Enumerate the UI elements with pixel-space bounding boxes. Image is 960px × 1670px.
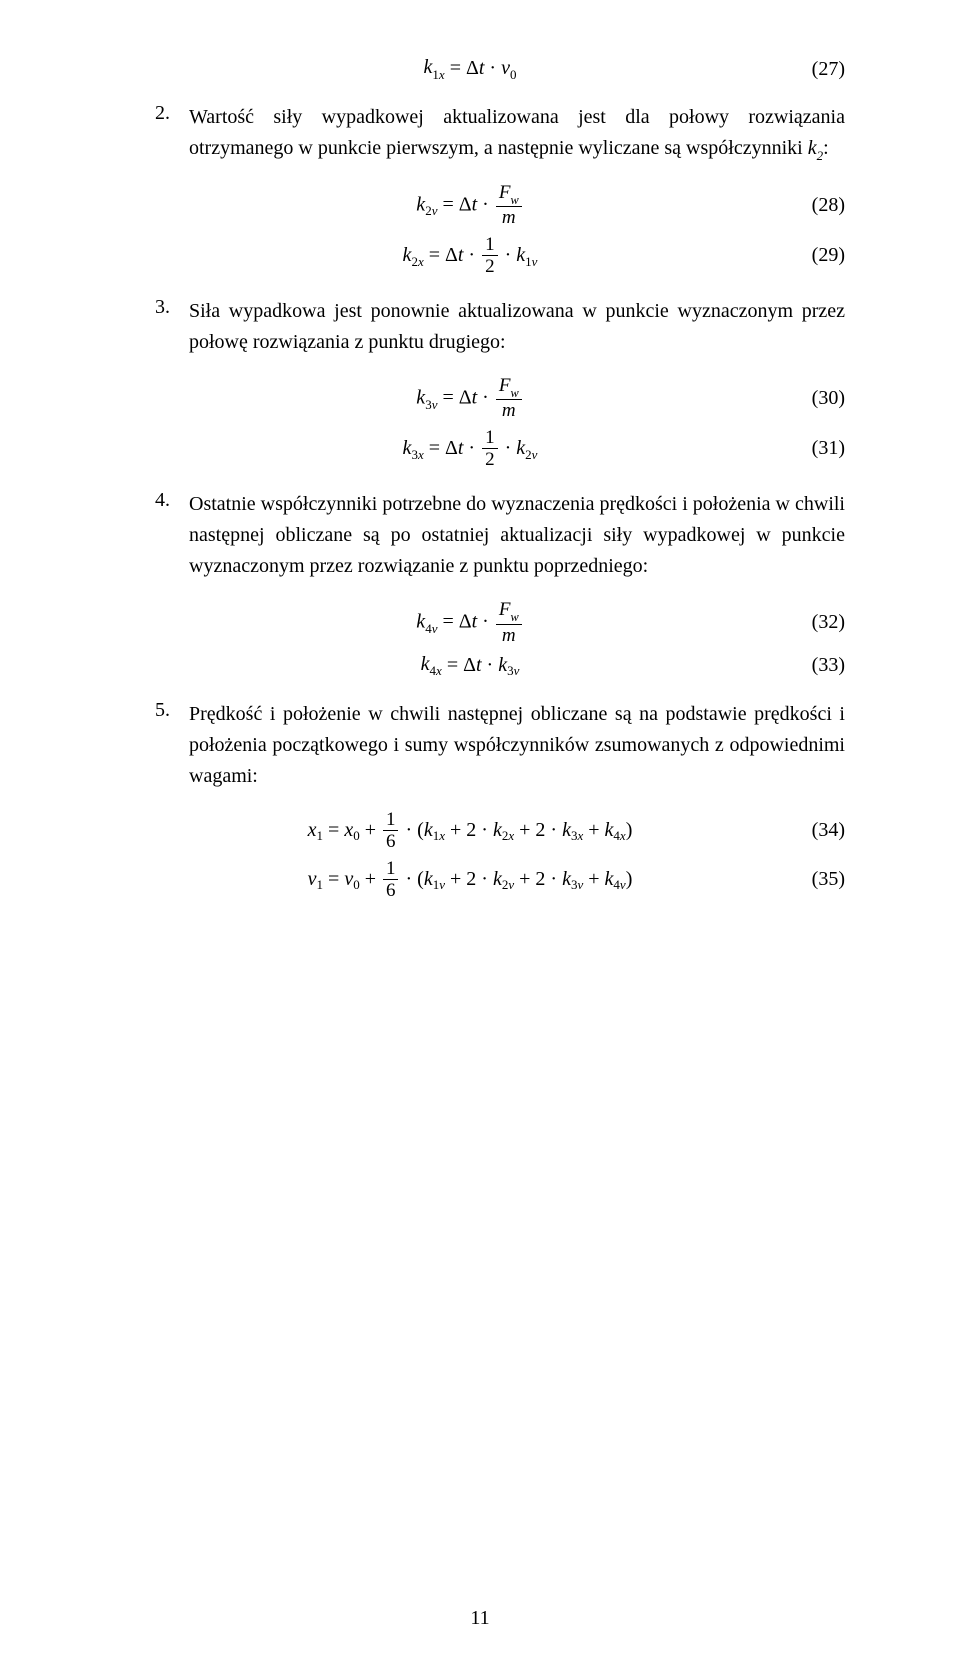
equation-28-number: (28) xyxy=(785,194,845,217)
equation-31-number: (31) xyxy=(785,437,845,460)
step-2-text-a: Wartość siły wypadkowej aktualizowana je… xyxy=(189,106,845,159)
equation-31-body: k3x = Δt · 12 · k2v xyxy=(155,428,785,469)
equation-28: k2v = Δt · Fw m (28) xyxy=(155,183,845,227)
step-4-number: 4. xyxy=(155,489,189,582)
step-3: 3. Siła wypadkowa jest ponownie aktualiz… xyxy=(155,296,845,358)
equation-35: v1 = v0 + 16 · (k1v + 2 · k2v + 2 · k3v … xyxy=(155,859,845,900)
equation-33-number: (33) xyxy=(785,654,845,677)
equation-30-body: k3v = Δt · Fw m xyxy=(155,376,785,420)
step-3-number: 3. xyxy=(155,296,189,358)
equation-27-body: k1x = Δt · v0 xyxy=(155,56,785,82)
equation-35-body: v1 = v0 + 16 · (k1v + 2 · k2v + 2 · k3v … xyxy=(155,859,785,900)
equation-34: x1 = x0 + 16 · (k1x + 2 · k2x + 2 · k3x … xyxy=(155,810,845,851)
equation-32: k4v = Δt · Fw m (32) xyxy=(155,600,845,644)
equation-27-number: (27) xyxy=(785,58,845,81)
equation-34-body: x1 = x0 + 16 · (k1x + 2 · k2x + 2 · k3x … xyxy=(155,810,785,851)
step-2-colon: : xyxy=(823,137,829,159)
equation-27: k1x = Δt · v0 (27) xyxy=(155,56,845,82)
step-2: 2. Wartość siły wypadkowej aktualizowana… xyxy=(155,102,845,165)
step-2-k-sub: 2 xyxy=(817,148,824,163)
equation-32-body: k4v = Δt · Fw m xyxy=(155,600,785,644)
step-5: 5. Prędkość i położenie w chwili następn… xyxy=(155,699,845,792)
equation-30-number: (30) xyxy=(785,387,845,410)
equation-32-number: (32) xyxy=(785,611,845,634)
step-3-text: Siła wypadkowa jest ponownie aktualizowa… xyxy=(189,296,845,358)
page-number: 11 xyxy=(0,1607,960,1630)
equation-34-number: (34) xyxy=(785,819,845,842)
equation-35-number: (35) xyxy=(785,868,845,891)
equation-33-body: k4x = Δt · k3v xyxy=(155,653,785,679)
step-4: 4. Ostatnie współczynniki potrzebne do w… xyxy=(155,489,845,582)
equation-29-number: (29) xyxy=(785,244,845,267)
equation-29: k2x = Δt · 12 · k1v (29) xyxy=(155,235,845,276)
step-2-number: 2. xyxy=(155,102,189,165)
step-5-text: Prędkość i położenie w chwili następnej … xyxy=(189,699,845,792)
step-5-number: 5. xyxy=(155,699,189,792)
step-2-k: k xyxy=(808,137,817,159)
equation-28-body: k2v = Δt · Fw m xyxy=(155,183,785,227)
equation-29-body: k2x = Δt · 12 · k1v xyxy=(155,235,785,276)
step-2-text: Wartość siły wypadkowej aktualizowana je… xyxy=(189,102,845,165)
equation-31: k3x = Δt · 12 · k2v (31) xyxy=(155,428,845,469)
equation-30: k3v = Δt · Fw m (30) xyxy=(155,376,845,420)
step-4-text: Ostatnie współczynniki potrzebne do wyzn… xyxy=(189,489,845,582)
equation-33: k4x = Δt · k3v (33) xyxy=(155,653,845,679)
